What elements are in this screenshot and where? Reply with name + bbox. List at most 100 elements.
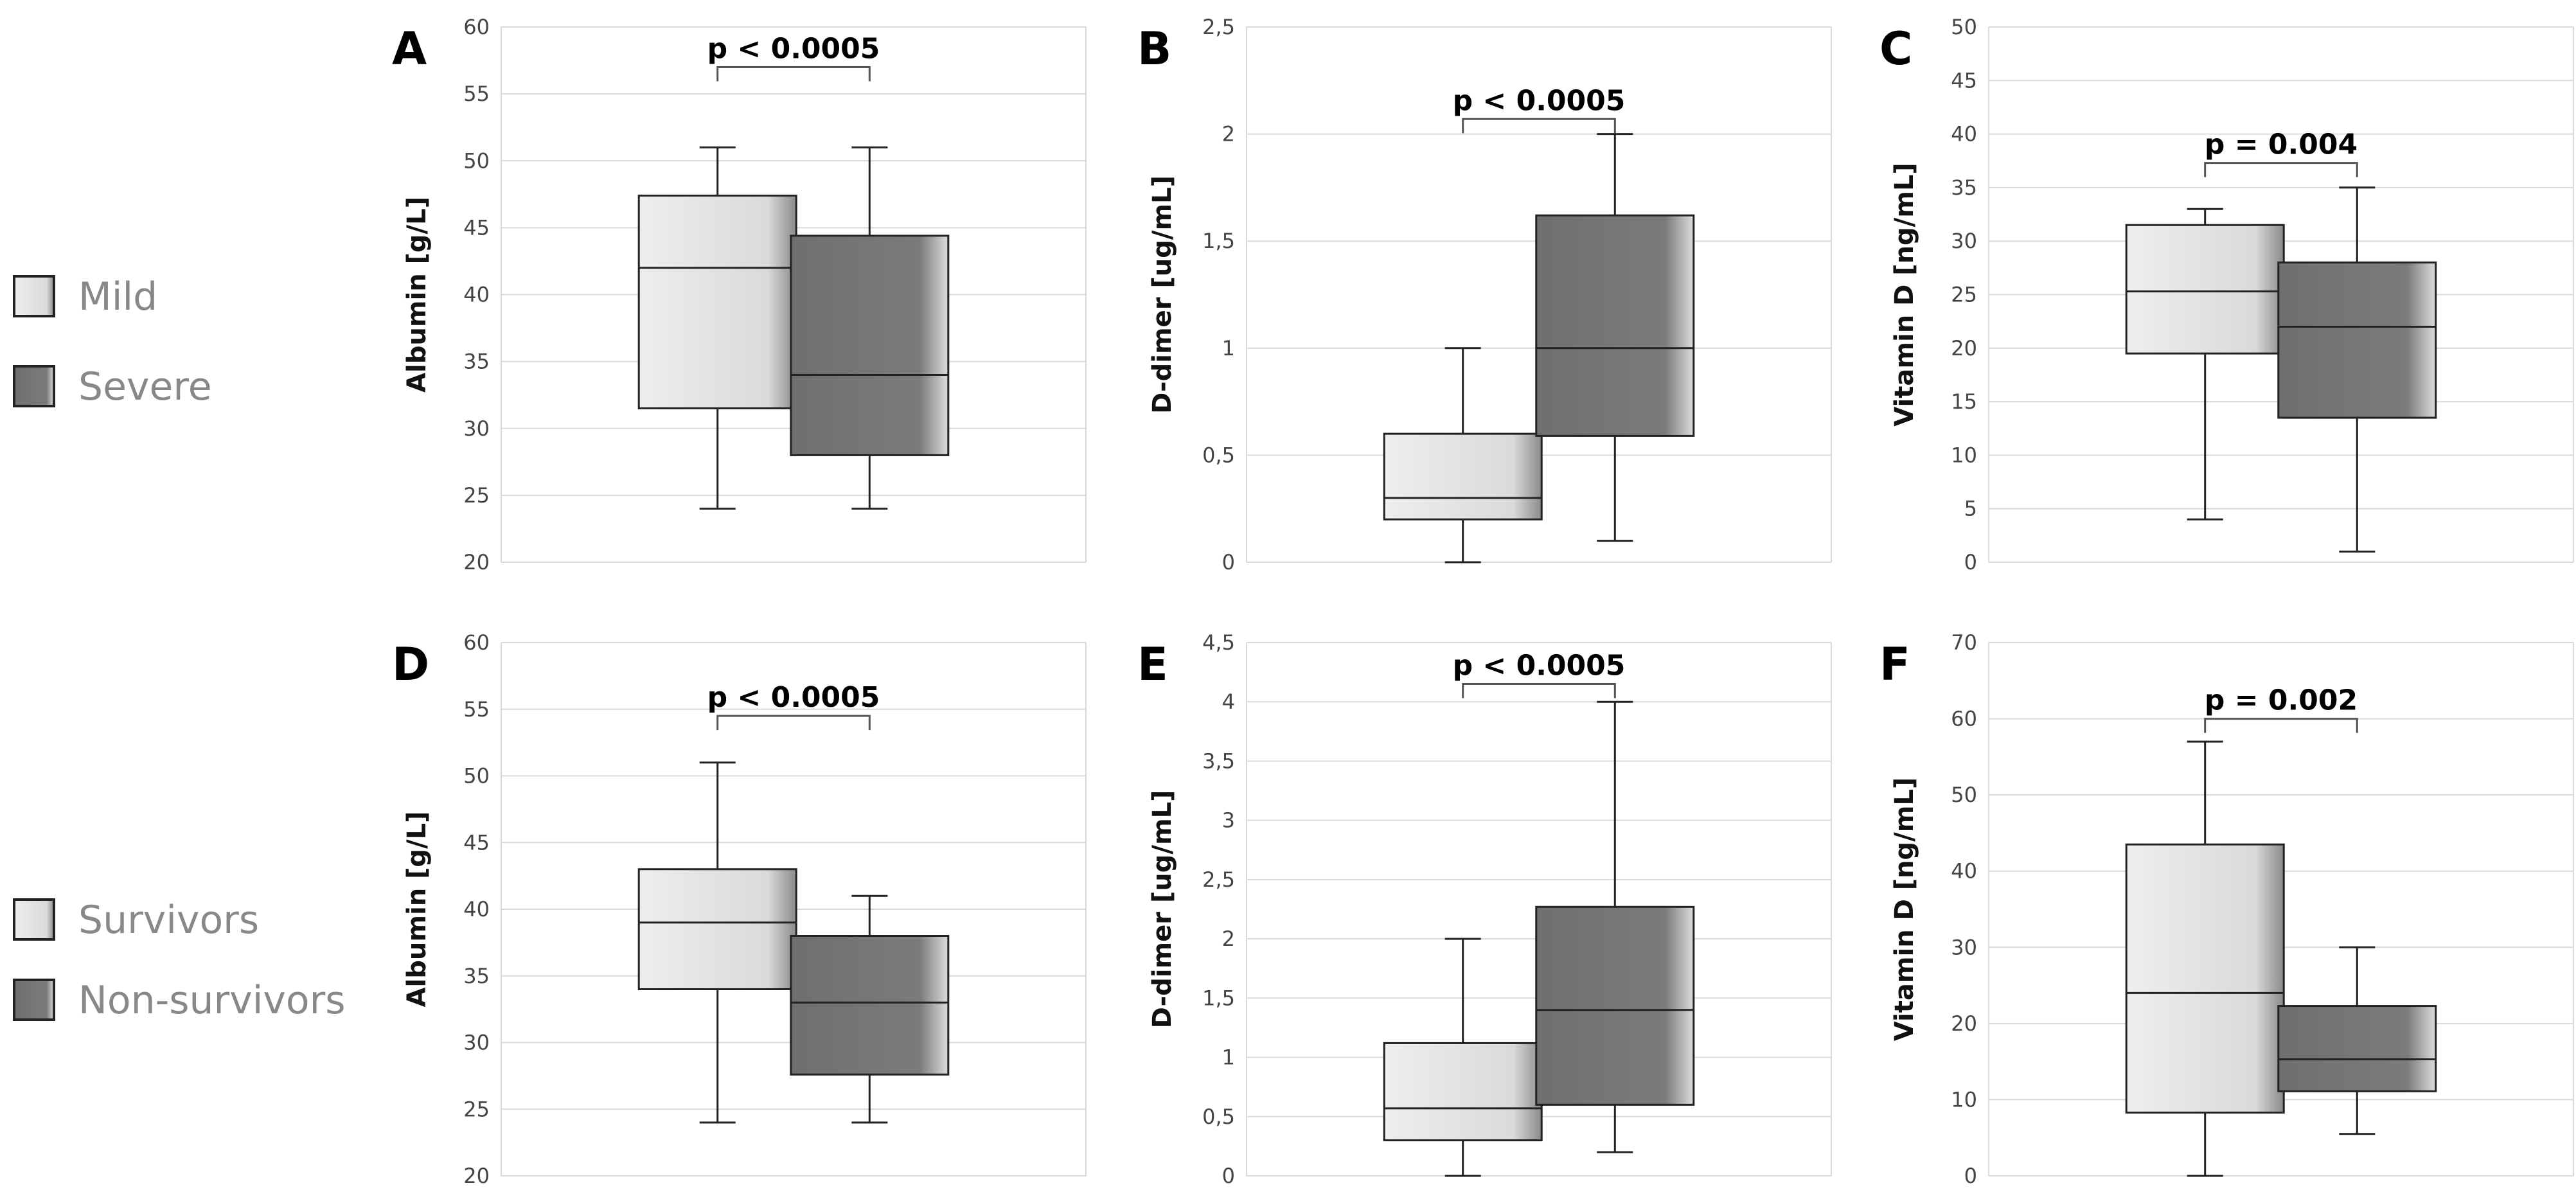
y-tick-label: 40 — [1951, 122, 1977, 147]
y-tick-label: 50 — [463, 764, 490, 788]
legend-2: Survivors Non-survivors — [13, 898, 346, 1023]
legend-swatch-severe — [13, 365, 55, 407]
iqr-box — [2125, 224, 2285, 355]
y-tick-label: 4,5 — [1202, 630, 1235, 655]
y-tick-label: 0,5 — [1202, 443, 1235, 467]
chart-c: 0 5 10 15 20 25 30 35 40 45 50 C Vitamin D [ng/mL] p … — [1879, 15, 2574, 574]
iqr-box — [790, 935, 950, 1076]
box-group-2 — [2277, 946, 2437, 1135]
iqr-box — [2277, 262, 2437, 419]
box-group-1 — [637, 146, 797, 510]
y-tick-label: 20 — [463, 1164, 490, 1188]
y-tick-label: 70 — [1951, 630, 1977, 655]
y-tick-label: 50 — [1951, 15, 1977, 39]
y-axis-title: Vitamin D [ng/mL] — [1890, 777, 1919, 1041]
legend-label: Survivors — [78, 898, 259, 943]
y-tick-label: 30 — [463, 416, 490, 441]
legend-swatch-severe — [13, 979, 55, 1021]
y-tick-label: 20 — [1951, 1011, 1977, 1036]
y-tick-label: 20 — [463, 550, 490, 574]
chart-e: 0 0,5 1 1,5 2 2,5 3 3,5 4 4,5 E D-dimer [ug/mL] p < … — [1137, 630, 1832, 1188]
panel-label: A — [392, 22, 427, 75]
y-axis-title: Vitamin D [ng/mL] — [1890, 163, 1919, 426]
legend-1: Mild Severe — [13, 274, 212, 409]
y-tick-label: 40 — [463, 897, 490, 921]
p-value-label: p = 0.004 — [2205, 129, 2358, 161]
y-tick-label: 35 — [1951, 175, 1977, 200]
y-tick-label: 45 — [463, 830, 490, 855]
iqr-box — [1535, 905, 1695, 1106]
panel-label: D — [392, 638, 429, 691]
y-tick-label: 30 — [463, 1031, 490, 1055]
y-axis-title: Albumin [g/L] — [402, 812, 432, 1008]
y-axis-title: D-dimer [ug/mL] — [1148, 175, 1177, 414]
y-tick-label: 15 — [1951, 389, 1977, 414]
y-tick-label: 25 — [463, 483, 490, 508]
significance-bracket — [1462, 118, 1616, 134]
legend-label: Mild — [78, 274, 157, 319]
y-tick-label: 0,5 — [1202, 1105, 1235, 1129]
y-tick-label: 10 — [1951, 443, 1977, 467]
y-tick-label: 20 — [1951, 336, 1977, 360]
p-value-label: p < 0.0005 — [707, 681, 880, 714]
iqr-box — [2125, 843, 2285, 1114]
y-tick-label: 3 — [1222, 808, 1235, 833]
box-group-1 — [1383, 347, 1543, 564]
y-tick-label: 25 — [1951, 283, 1977, 307]
box-group-1 — [637, 761, 797, 1124]
iqr-box — [790, 235, 950, 456]
chart-f: 0 10 20 30 40 50 60 70 F Vitamin D [ng/mL] p = 0.0… — [1879, 630, 2574, 1188]
legend-label: Non-survivors — [78, 978, 346, 1023]
panel-label: C — [1879, 22, 1912, 75]
chart-b: 0 0,5 1 1,5 2 2,5 B D-dimer [ug/mL] p < 0.0005 — [1137, 15, 1832, 574]
legend-swatch-mild — [13, 275, 55, 317]
box-group-2 — [790, 146, 950, 510]
legend-swatch-mild — [13, 898, 55, 941]
box-group-1 — [2125, 740, 2285, 1177]
y-tick-label: 0 — [1964, 1164, 1977, 1188]
significance-bracket — [2204, 718, 2358, 733]
y-tick-label: 55 — [463, 697, 490, 722]
panel-label: B — [1137, 22, 1171, 75]
y-tick-label: 0 — [1964, 550, 1977, 574]
p-value-label: p < 0.0005 — [707, 32, 880, 65]
legend-label: Severe — [78, 364, 212, 409]
y-tick-label: 2 — [1222, 122, 1235, 147]
y-tick-label: 0 — [1222, 1164, 1235, 1188]
p-value-label: p < 0.0005 — [1453, 650, 1626, 682]
iqr-box — [637, 194, 797, 410]
y-tick-label: 60 — [1951, 707, 1977, 731]
y-tick-label: 1,5 — [1202, 986, 1235, 1010]
y-tick-label: 30 — [1951, 229, 1977, 253]
iqr-box — [1383, 1042, 1543, 1142]
significance-bracket — [1462, 683, 1616, 698]
y-tick-label: 10 — [1951, 1087, 1977, 1112]
chart-a: 20 25 30 35 40 45 50 55 60 A Albumin [g/L] p < 0.00… — [392, 15, 1087, 574]
box-group-2 — [1535, 700, 1695, 1153]
y-tick-label: 3,5 — [1202, 749, 1235, 773]
p-value-label: p < 0.0005 — [1453, 84, 1626, 117]
y-tick-label: 25 — [463, 1097, 490, 1121]
iqr-box — [1383, 432, 1543, 520]
y-tick-label: 2,5 — [1202, 15, 1235, 39]
y-tick-label: 1,5 — [1202, 229, 1235, 253]
significance-bracket — [716, 66, 871, 82]
y-tick-label: 45 — [1951, 68, 1977, 93]
y-tick-label: 40 — [463, 283, 490, 307]
y-axis-title: Albumin [g/L] — [402, 197, 432, 393]
box-group-1 — [1383, 937, 1543, 1177]
y-tick-label: 35 — [463, 964, 490, 988]
y-tick-label: 5 — [1964, 497, 1977, 521]
significance-bracket — [2204, 162, 2358, 177]
box-group-2 — [790, 894, 950, 1124]
box-group-1 — [2125, 208, 2285, 520]
y-tick-label: 50 — [1951, 783, 1977, 807]
y-axis-title: D-dimer [ug/mL] — [1148, 790, 1177, 1029]
box-group-2 — [1535, 133, 1695, 542]
y-tick-label: 45 — [463, 215, 490, 240]
iqr-box — [2277, 1005, 2437, 1092]
y-tick-label: 55 — [463, 82, 490, 106]
y-tick-label: 50 — [463, 148, 490, 173]
y-tick-label: 0 — [1222, 550, 1235, 574]
